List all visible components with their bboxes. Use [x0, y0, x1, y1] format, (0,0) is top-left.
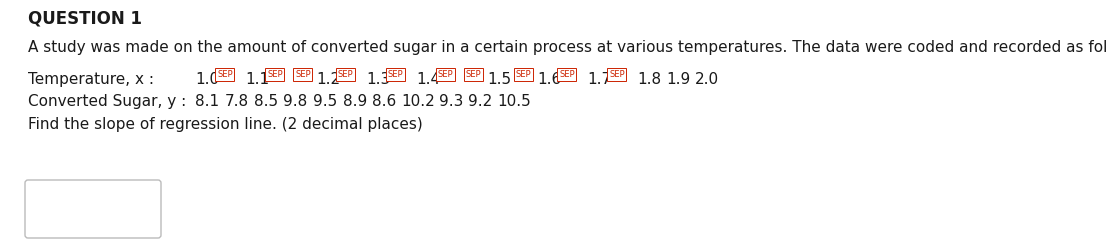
Text: SEP: SEP	[466, 70, 482, 79]
Text: 2.0: 2.0	[695, 72, 720, 87]
Text: 8.1: 8.1	[195, 94, 219, 109]
Text: 10.2: 10.2	[402, 94, 435, 109]
Text: 9.5: 9.5	[313, 94, 338, 109]
Text: 8.9: 8.9	[342, 94, 366, 109]
Text: 9.2: 9.2	[468, 94, 493, 109]
Text: 1.5: 1.5	[487, 72, 511, 87]
Text: 1.9: 1.9	[666, 72, 691, 87]
Text: 1.6: 1.6	[537, 72, 561, 87]
Text: 1.1: 1.1	[245, 72, 269, 87]
Text: 1.0: 1.0	[195, 72, 219, 87]
Text: 1.7: 1.7	[587, 72, 611, 87]
Text: 1.2: 1.2	[315, 72, 340, 87]
Text: SEP: SEP	[387, 70, 404, 79]
Text: SEP: SEP	[516, 70, 531, 79]
Text: 1.4: 1.4	[416, 72, 441, 87]
Text: Temperature, x :: Temperature, x :	[28, 72, 154, 87]
Text: QUESTION 1: QUESTION 1	[28, 10, 142, 28]
Text: 9.8: 9.8	[283, 94, 308, 109]
Text: Find the slope of regression line. (2 decimal places): Find the slope of regression line. (2 de…	[28, 117, 423, 132]
Text: 10.5: 10.5	[497, 94, 531, 109]
Text: SEP: SEP	[559, 70, 575, 79]
Text: A study was made on the amount of converted sugar in a certain process at variou: A study was made on the amount of conver…	[28, 40, 1107, 55]
Text: SEP: SEP	[438, 70, 454, 79]
Text: 9.3: 9.3	[438, 94, 463, 109]
Text: SEP: SEP	[609, 70, 624, 79]
Text: 7.8: 7.8	[225, 94, 249, 109]
Text: 8.6: 8.6	[372, 94, 396, 109]
Text: SEP: SEP	[338, 70, 353, 79]
Text: 1.8: 1.8	[637, 72, 661, 87]
Text: Converted Sugar, y :: Converted Sugar, y :	[28, 94, 186, 109]
Text: 1.3: 1.3	[366, 72, 391, 87]
Text: 8.5: 8.5	[254, 94, 278, 109]
Text: SEP: SEP	[294, 70, 311, 79]
Text: SEP: SEP	[217, 70, 232, 79]
FancyBboxPatch shape	[25, 180, 161, 238]
Text: SEP: SEP	[267, 70, 282, 79]
